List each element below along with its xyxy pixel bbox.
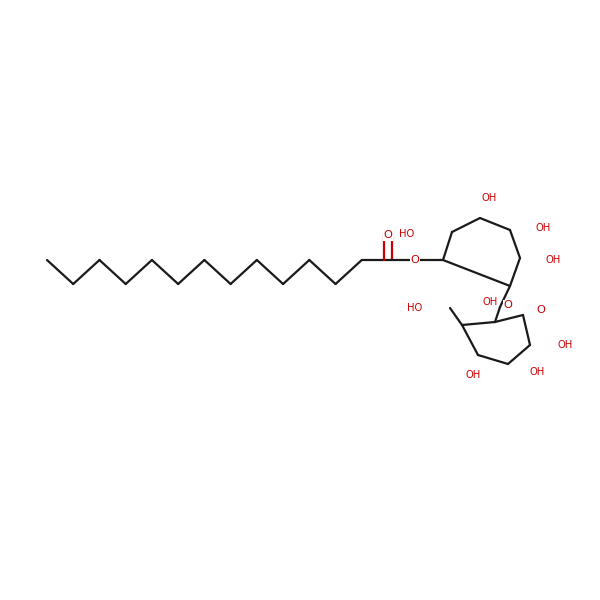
Text: O: O xyxy=(410,255,419,265)
Text: OH: OH xyxy=(482,193,497,203)
Text: HO: HO xyxy=(399,229,414,239)
Text: O: O xyxy=(383,230,392,240)
Text: OH: OH xyxy=(530,367,545,377)
Text: O: O xyxy=(536,305,545,315)
Text: HO: HO xyxy=(407,303,422,313)
Text: OH: OH xyxy=(558,340,573,350)
Text: OH: OH xyxy=(482,297,497,307)
Text: O: O xyxy=(503,300,512,310)
Text: OH: OH xyxy=(535,223,550,233)
Text: OH: OH xyxy=(545,255,560,265)
Text: OH: OH xyxy=(466,370,481,380)
